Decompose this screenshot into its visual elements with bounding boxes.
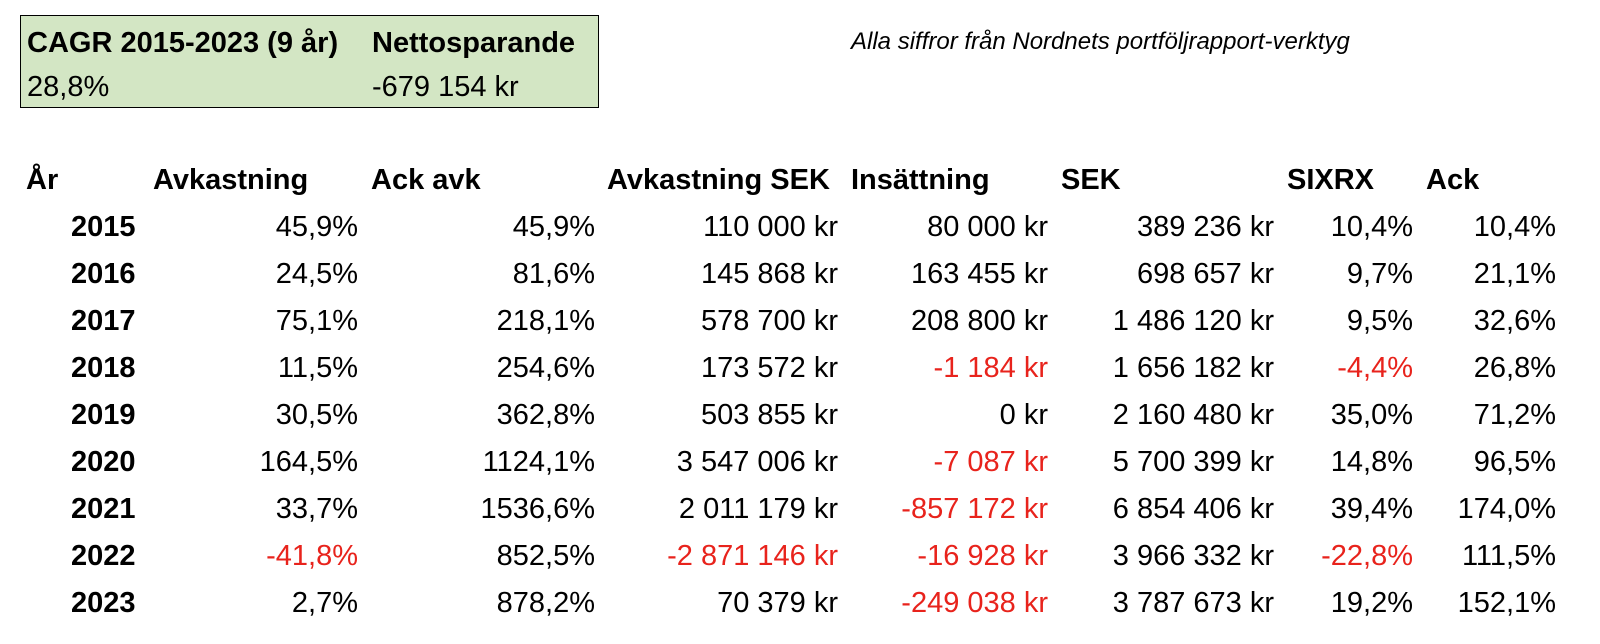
cell-sek: 389 236 kr [1136,211,1274,243]
cell-sek: 698 657 kr [1136,258,1274,290]
header-cumulative: Ack [1426,164,1480,196]
cell-cumulative: 10,4% [1473,211,1556,243]
cell-cumulative-return: 1124,1% [482,446,595,478]
cell-sek: 3 966 332 kr [1112,540,1274,572]
cell-return-sek: 70 379 kr [717,587,838,619]
cell-year: 2022 [71,540,136,572]
cell-year: 2015 [71,211,136,243]
cell-cumulative-return: 362,8% [496,399,595,431]
cell-return-sek: 578 700 kr [700,305,838,337]
cell-return-sek: -2 871 146 kr [667,540,838,572]
header-cumulative-return: Ack avk [371,164,481,196]
cell-cumulative-return: 1536,6% [480,493,596,525]
cell-sixrx: 19,2% [1330,587,1413,619]
cell-cumulative: 96,5% [1473,446,1556,478]
header-year: År [26,164,59,196]
cell-return-sek: 3 547 006 kr [676,446,838,478]
cell-year: 2018 [71,352,136,384]
cell-sixrx: -22,8% [1321,540,1413,572]
cagr-label: CAGR 2015-2023 (9 år) [27,27,339,59]
cell-return-sek: 503 855 kr [700,399,838,431]
cell-sek: 2 160 480 kr [1112,399,1274,431]
cell-cumulative-return: 218,1% [496,305,595,337]
cell-return: 2,7% [291,587,358,619]
cell-deposit: 80 000 kr [927,211,1048,243]
cell-return: 24,5% [275,258,358,290]
cell-return: 33,7% [275,493,358,525]
cell-cumulative: 26,8% [1473,352,1556,384]
cell-sixrx: 35,0% [1330,399,1413,431]
table-row: 2016 24,5% 81,6% 145 868 kr 163 455 kr 698 65… [0,251,1600,297]
cell-year: 2023 [71,587,136,619]
cell-sek: 1 486 120 kr [1112,305,1274,337]
cell-deposit: -857 172 kr [901,493,1048,525]
cell-cumulative-return: 254,6% [496,352,595,384]
cell-return-sek: 145 868 kr [700,258,838,290]
cell-sek: 1 656 182 kr [1112,352,1274,384]
cell-cumulative: 32,6% [1473,305,1556,337]
source-note: Alla siffror från Nordnets portföljrappo… [851,28,1350,55]
cell-return: 75,1% [275,305,358,337]
cell-cumulative: 21,1% [1473,258,1556,290]
net-savings-value: -679 154 kr [372,71,519,103]
cell-return: 30,5% [275,399,358,431]
table-row: 2019 30,5% 362,8% 503 855 kr 0 kr 2 160 480 k… [0,392,1600,438]
header-return-sek: Avkastning SEK [607,164,830,196]
cell-return-sek: 110 000 kr [703,211,838,243]
cell-year: 2017 [71,305,136,337]
cell-deposit: -7 087 kr [933,446,1048,478]
cell-return-sek: 2 011 179 kr [678,493,838,525]
cell-sek: 3 787 673 kr [1112,587,1274,619]
cell-return: 164,5% [259,446,358,478]
cell-return-sek: 173 572 kr [700,352,838,384]
cell-sixrx: -4,4% [1337,352,1413,384]
cell-cumulative-return: 878,2% [496,587,595,619]
cell-cumulative-return: 45,9% [512,211,595,243]
cell-cumulative: 71,2% [1473,399,1556,431]
summary-box: CAGR 2015-2023 (9 år) Nettosparande 28,8… [20,15,599,108]
table-row: 2015 45,9% 45,9% 110 000 kr 80 000 kr 389 236… [0,204,1600,250]
table-row: 2017 75,1% 218,1% 578 700 kr 208 800 kr 1 486… [0,298,1600,344]
cell-return: -41,8% [266,540,358,572]
cell-sixrx: 9,5% [1346,305,1413,337]
table-row: 2022 -41,8% 852,5% -2 871 146 kr -16 928 kr 3… [0,533,1600,579]
cell-year: 2021 [71,493,136,525]
cell-sek: 6 854 406 kr [1112,493,1274,525]
net-savings-label: Nettosparande [372,27,576,59]
header-deposit: Insättning [851,164,990,196]
cagr-value: 28,8% [27,71,110,103]
cell-year: 2016 [71,258,136,290]
cell-sixrx: 10,4% [1330,211,1413,243]
cell-deposit: 208 800 kr [910,305,1048,337]
cell-deposit: 163 455 kr [910,258,1048,290]
table-row: 2021 33,7% 1536,6% 2 011 179 kr -857 172 kr 6… [0,486,1600,532]
cell-year: 2020 [71,446,136,478]
cell-deposit: -16 928 kr [917,540,1048,572]
cell-return: 45,9% [275,211,358,243]
cell-cumulative: 111,5% [1461,540,1556,572]
table-row: 2020 164,5% 1124,1% 3 547 006 kr -7 087 kr 5 … [0,439,1600,485]
table-row: 2018 11,5% 254,6% 173 572 kr -1 184 kr 1 656 … [0,345,1600,391]
cell-sixrx: 14,8% [1330,446,1413,478]
cell-sixrx: 9,7% [1346,258,1413,290]
cell-deposit: -1 184 kr [933,352,1048,384]
cell-deposit: -249 038 kr [901,587,1048,619]
cell-cumulative: 174,0% [1457,493,1556,525]
cell-cumulative: 152,1% [1457,587,1556,619]
header-sek: SEK [1061,164,1121,196]
cell-sek: 5 700 399 kr [1112,446,1274,478]
cell-deposit: 0 kr [999,399,1048,431]
cell-year: 2019 [71,399,136,431]
cell-sixrx: 39,4% [1330,493,1413,525]
cell-cumulative-return: 852,5% [496,540,595,572]
cell-cumulative-return: 81,6% [512,258,595,290]
header-return: Avkastning [153,164,309,196]
header-sixrx: SIXRX [1287,164,1375,196]
table-row: 2023 2,7% 878,2% 70 379 kr -249 038 kr 3 787 … [0,580,1600,626]
cell-return: 11,5% [277,352,358,384]
